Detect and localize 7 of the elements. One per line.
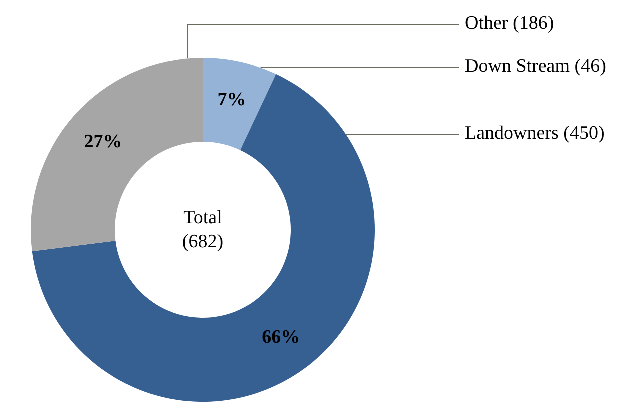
data-label: 27% (84, 132, 122, 153)
data-label: 66% (262, 327, 300, 348)
data-label: 7% (218, 90, 246, 111)
slice-label: Other (186) (465, 13, 554, 34)
slice-label: Landowners (450) (465, 123, 605, 144)
text: Total (682) (182, 208, 224, 252)
slice-label: Down Stream (46) (465, 56, 606, 77)
